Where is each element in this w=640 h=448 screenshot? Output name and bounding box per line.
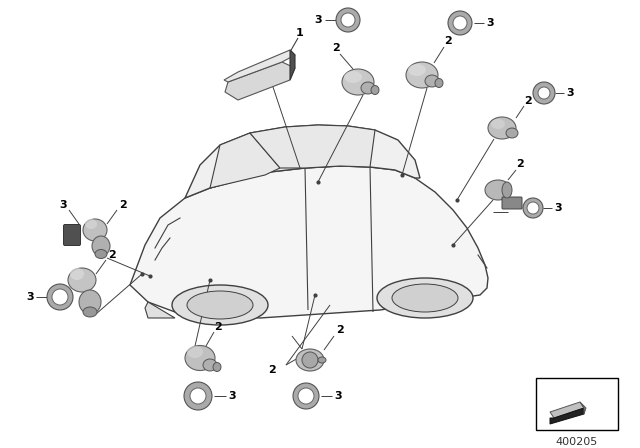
Ellipse shape [488,117,516,139]
Circle shape [190,388,206,404]
Text: 3: 3 [554,203,562,213]
Polygon shape [225,62,295,100]
Circle shape [293,383,319,409]
Text: 1: 1 [296,28,304,38]
FancyBboxPatch shape [502,197,522,209]
Text: 2: 2 [268,365,276,375]
Ellipse shape [377,278,473,318]
Ellipse shape [83,219,107,241]
Polygon shape [145,302,175,318]
Text: 3: 3 [228,391,236,401]
Circle shape [184,382,212,410]
Ellipse shape [85,219,97,229]
Text: 2: 2 [444,36,452,46]
Ellipse shape [70,268,84,280]
Text: 2: 2 [214,322,222,332]
Ellipse shape [361,82,375,94]
Circle shape [538,87,550,99]
Polygon shape [130,166,488,318]
Text: 2: 2 [332,43,340,53]
Ellipse shape [296,349,324,371]
Circle shape [298,388,314,404]
Circle shape [523,198,543,218]
Polygon shape [250,125,375,168]
Ellipse shape [502,182,512,198]
Ellipse shape [485,180,511,200]
Ellipse shape [491,119,505,129]
Ellipse shape [203,359,217,371]
Ellipse shape [172,285,268,325]
Circle shape [52,289,68,305]
Text: 2: 2 [119,200,127,210]
Text: 3: 3 [486,18,494,28]
Circle shape [302,352,318,368]
Polygon shape [185,125,420,198]
Text: 3: 3 [59,200,67,210]
Polygon shape [550,402,584,418]
Circle shape [336,8,360,32]
Ellipse shape [213,362,221,371]
Ellipse shape [95,250,107,258]
Circle shape [448,11,472,35]
Ellipse shape [185,345,215,370]
Ellipse shape [371,86,379,95]
Circle shape [341,13,355,27]
Polygon shape [210,133,280,188]
Polygon shape [550,408,584,424]
Text: 400205: 400205 [556,437,598,447]
Text: 2: 2 [108,250,116,260]
Ellipse shape [435,78,443,87]
Text: 3: 3 [566,88,574,98]
Ellipse shape [506,128,518,138]
Text: 3: 3 [26,292,34,302]
Ellipse shape [79,290,101,314]
Text: 3: 3 [314,15,322,25]
FancyBboxPatch shape [63,224,81,246]
Ellipse shape [83,307,97,317]
Polygon shape [290,50,295,80]
Circle shape [533,82,555,104]
Ellipse shape [68,268,96,292]
Ellipse shape [425,75,439,87]
Circle shape [527,202,539,214]
Ellipse shape [408,64,426,76]
Circle shape [47,284,73,310]
Text: 3: 3 [334,391,342,401]
Text: 2: 2 [524,96,532,106]
Text: 2: 2 [336,325,344,335]
Text: 2: 2 [516,159,524,169]
Polygon shape [224,50,295,82]
Ellipse shape [187,346,203,358]
Circle shape [453,16,467,30]
Ellipse shape [344,71,362,83]
Ellipse shape [342,69,374,95]
Ellipse shape [92,236,110,256]
Ellipse shape [187,291,253,319]
Ellipse shape [406,62,438,88]
Bar [536,378,618,430]
Ellipse shape [392,284,458,312]
Polygon shape [580,402,586,414]
Ellipse shape [318,357,326,363]
